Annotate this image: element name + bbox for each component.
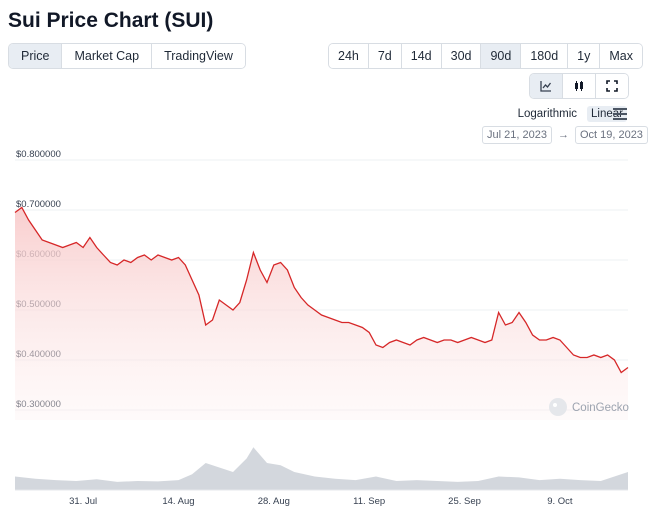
candlestick-button[interactable]: [563, 74, 596, 98]
coingecko-logo-icon: [549, 398, 567, 416]
candlestick-icon: [575, 81, 583, 91]
range-7d-button[interactable]: 7d: [368, 44, 402, 68]
range-max-button[interactable]: Max: [600, 44, 642, 68]
range-14d-button[interactable]: 14d: [401, 44, 442, 68]
range-90d-button[interactable]: 90d: [481, 44, 522, 68]
x-tick-label: 25. Sep: [448, 496, 481, 507]
coingecko-watermark: CoinGecko: [549, 398, 629, 416]
logarithmic-option[interactable]: Logarithmic: [517, 108, 578, 120]
fullscreen-icon: [606, 80, 618, 92]
line-chart-icon: [540, 81, 552, 92]
x-tick-label: 9. Oct: [547, 496, 573, 507]
page-title: Sui Price Chart (SUI): [8, 9, 214, 32]
price-area: [15, 207, 628, 420]
price-line: [14, 206, 629, 374]
line-chart-button[interactable]: [530, 74, 563, 98]
x-tick-label: 11. Sep: [353, 496, 385, 507]
hamburger-menu-icon[interactable]: [613, 108, 627, 120]
range-30d-button[interactable]: 30d: [441, 44, 482, 68]
tab-tradingview[interactable]: TradingView: [152, 44, 245, 68]
watermark-text: CoinGecko: [572, 402, 629, 414]
arrow-right-icon: →: [557, 129, 569, 141]
range-180d-button[interactable]: 180d: [521, 44, 569, 68]
y-tick-label: $0.700000: [16, 199, 61, 210]
fullscreen-button[interactable]: [596, 74, 628, 98]
date-from-input[interactable]: Jul 21, 2023: [482, 126, 552, 144]
time-range-selector: 24h 7d 14d 30d 90d 180d 1y Max: [328, 43, 643, 69]
x-tick-label: 28. Aug: [258, 496, 290, 507]
date-range: Jul 21, 2023 → Oct 19, 2023: [482, 126, 648, 144]
range-24h-button[interactable]: 24h: [329, 44, 369, 68]
date-to-input[interactable]: Oct 19, 2023: [574, 126, 648, 144]
price-chart: $0.300000$0.400000$0.500000$0.600000$0.7…: [14, 150, 629, 507]
chart-tabs: Price Market Cap TradingView: [8, 43, 246, 69]
chart-type-selector: [529, 73, 629, 99]
tab-price[interactable]: Price: [9, 44, 63, 68]
x-tick-label: 14. Aug: [162, 496, 194, 507]
tab-market-cap[interactable]: Market Cap: [62, 44, 153, 68]
x-tick-label: 31. Jul: [69, 496, 97, 507]
y-tick-label: $0.800000: [16, 150, 61, 160]
scale-toggle: Logarithmic Linear: [514, 106, 627, 122]
volume-area: [15, 447, 628, 490]
range-1y-button[interactable]: 1y: [568, 44, 601, 68]
